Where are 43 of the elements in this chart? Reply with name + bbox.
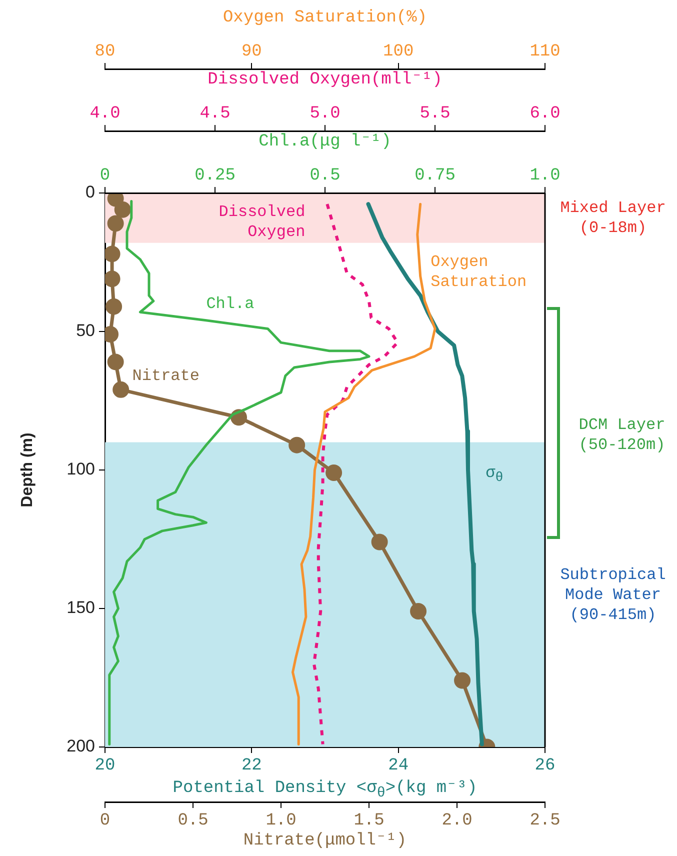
y-axis-title: Depth (m) — [19, 432, 36, 508]
series-label: Oxygen Saturation — [430, 252, 528, 292]
x-tick-label: 1.0 — [530, 166, 560, 186]
x-tick-label: 0 — [100, 166, 110, 186]
text: DCM Layer (50-120m) — [578, 415, 666, 455]
y-tick-label: 150 — [66, 598, 95, 618]
x-tick-label: 110 — [530, 42, 560, 62]
x2-tick-label: 2.5 — [530, 812, 560, 831]
x-tick-label: 0.25 — [194, 166, 236, 186]
x-tick-label: 0.5 — [310, 166, 340, 186]
series-label: Chl.a — [206, 294, 256, 314]
x-axis-title: Potential Density <σ$_{θ}$>(kg m⁻³) — [172, 779, 478, 804]
x2-axis-title: Nitrate(μmoll⁻¹) — [243, 831, 407, 850]
x2-tick-label: 0.5 — [178, 812, 208, 831]
x-tick-label: 0.75 — [414, 166, 456, 186]
x2-tick-label: 1.5 — [354, 812, 384, 831]
x-tick-label: 20 — [94, 756, 116, 776]
x-tick-label: 100 — [383, 42, 414, 62]
x-tick-label: 80 — [94, 42, 116, 62]
x-axis-title: Chl.a(μg l⁻¹) — [258, 132, 392, 152]
y-tick-label: 50 — [76, 321, 95, 340]
series-label: Dissolved Oxygen — [218, 202, 306, 242]
x-tick-label: 22 — [241, 756, 262, 776]
series-label: Nitrate — [132, 366, 200, 386]
series-label: σ$_{θ}$ — [486, 462, 504, 488]
x-axis-title: Oxygen Saturation(%) — [222, 8, 428, 28]
x-tick-label: 26 — [534, 756, 556, 776]
x2-tick-label: 5.0 — [310, 104, 340, 124]
x2-tick-label: 0 — [100, 812, 110, 831]
y-tick-label: 200 — [66, 736, 95, 756]
x2-tick-label: 2.0 — [442, 812, 472, 831]
x2-tick-label: 1.0 — [266, 812, 296, 831]
y-tick-label: 0 — [86, 182, 95, 202]
x2-tick-label: 6.0 — [530, 104, 560, 124]
x2-tick-label: 5.5 — [420, 104, 450, 124]
y-tick-label: 100 — [66, 460, 95, 479]
band-label: Mixed Layer (0-18m) — [559, 198, 667, 238]
x2-axis-title: Dissolved Oxygen(mll⁻¹) — [208, 70, 442, 90]
x-tick-label: 90 — [241, 42, 262, 62]
x-tick-label: 24 — [388, 756, 409, 776]
x2-tick-label: 4.5 — [200, 104, 230, 124]
x2-tick-label: 4.0 — [90, 104, 120, 124]
band-label: Subtropical Mode Water (90-415m) — [559, 564, 667, 625]
